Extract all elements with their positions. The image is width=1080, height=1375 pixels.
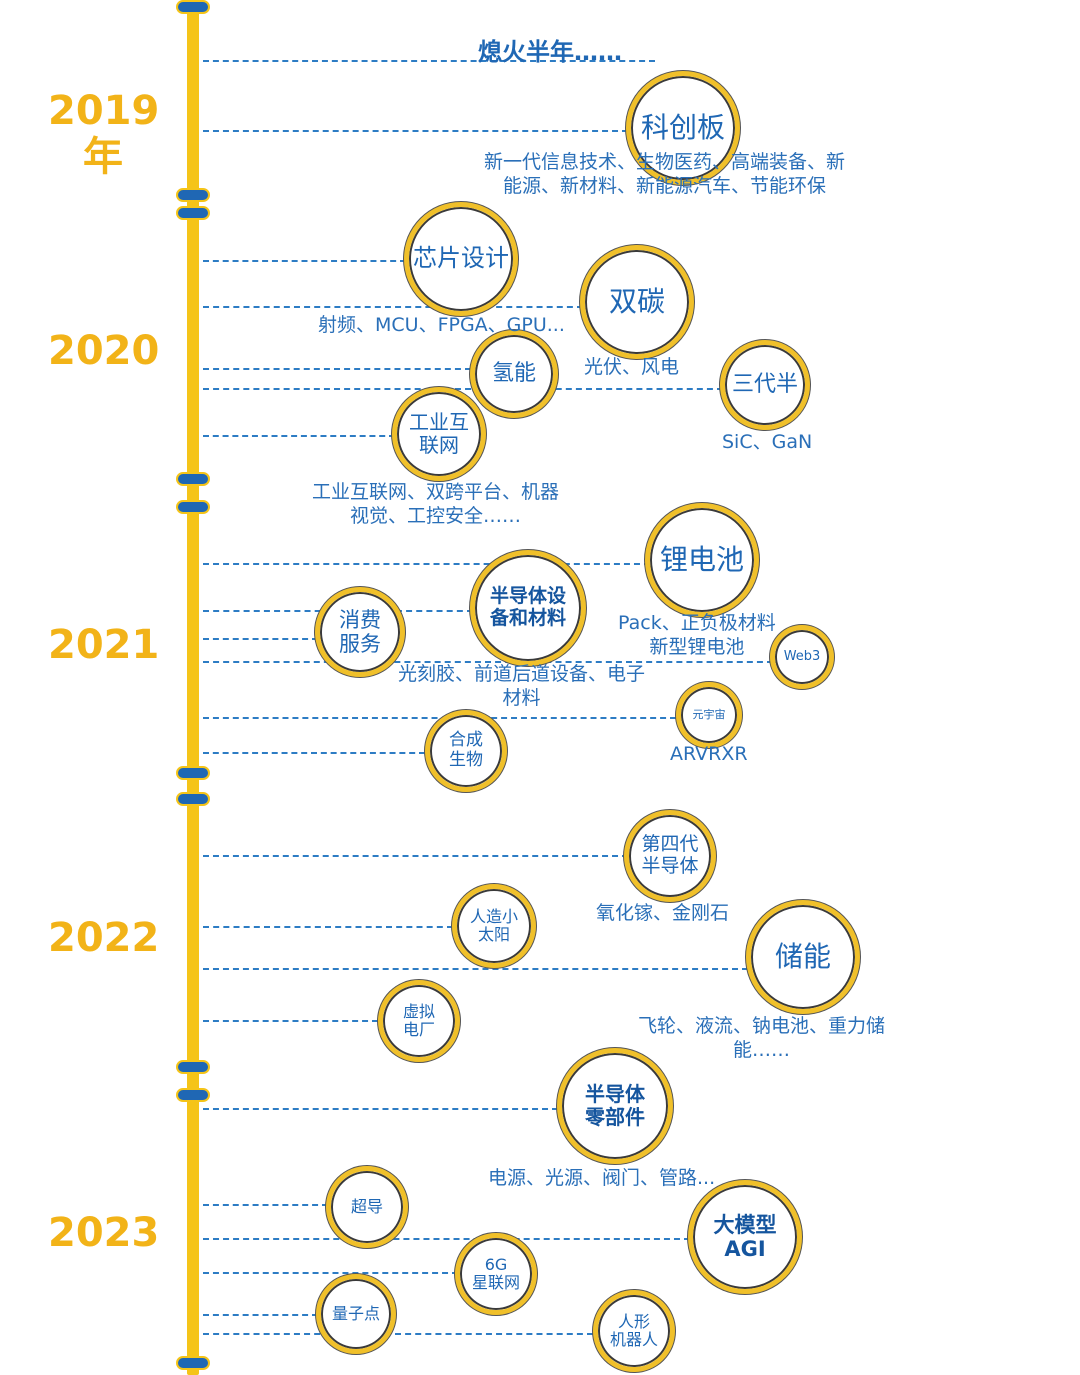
desc-semiconductor-components: 电源、光源、阀门、管路... bbox=[488, 1167, 716, 1189]
node-virtual-power-plant: 虚拟 电厂 bbox=[378, 980, 460, 1062]
timeline-joint bbox=[176, 206, 210, 220]
connector-line bbox=[203, 1204, 328, 1206]
node-kechuangban: 科创板 bbox=[626, 71, 740, 185]
connector-line bbox=[203, 1333, 593, 1335]
desc-chip-design: 射频、MCU、FPGA、GPU... bbox=[318, 314, 565, 336]
timeline-joint bbox=[176, 1356, 210, 1370]
connector-line bbox=[203, 638, 318, 640]
connector-line bbox=[203, 388, 723, 390]
timeline-spine bbox=[187, 0, 199, 1375]
connector-line bbox=[203, 435, 395, 437]
node-quantum-dot: 量子点 bbox=[316, 1274, 396, 1354]
year-label: 2019 年 bbox=[48, 88, 160, 180]
connector-line bbox=[203, 306, 583, 308]
node-semiconductor-equipment: 半导体设 备和材料 bbox=[470, 550, 586, 666]
timeline-joint bbox=[176, 792, 210, 806]
desc-semiconductor-equipment: 光刻胶、前道后道设备、电子 材料 bbox=[398, 663, 646, 709]
connector-line bbox=[203, 1020, 378, 1022]
connector-line bbox=[203, 260, 406, 262]
desc-kechuangban: 新一代信息技术、生物医药、高端装备、新 能源、新材料、新能源汽车、节能环保 bbox=[484, 151, 846, 197]
node-web3: Web3 bbox=[770, 625, 834, 689]
connector-line bbox=[203, 60, 655, 62]
node-synthetic-biology: 合成 生物 bbox=[425, 710, 507, 792]
node-humanoid-robot: 人形 机器人 bbox=[593, 1290, 675, 1372]
desc-fourth-gen-semiconductor: 氧化镓、金刚石 bbox=[596, 902, 730, 924]
diagram-title: 熄火半年…… bbox=[478, 38, 622, 66]
connector-line bbox=[203, 368, 471, 370]
year-label: 2020 bbox=[48, 328, 160, 374]
connector-line bbox=[203, 855, 628, 857]
node-third-gen-semiconductor: 三代半 bbox=[720, 340, 810, 430]
timeline-joint bbox=[176, 472, 210, 486]
timeline-joint bbox=[176, 0, 210, 14]
desc-third-gen-semiconductor: SiC、GaN bbox=[722, 431, 813, 453]
desc-energy-storage: 飞轮、液流、钠电池、重力储 能…… bbox=[638, 1015, 886, 1061]
connector-line bbox=[203, 563, 650, 565]
node-large-model-agi: 大模型 AGI bbox=[688, 1180, 802, 1294]
year-label: 2023 bbox=[48, 1210, 160, 1256]
desc-industrial-internet: 工业互联网、双跨平台、机器 视觉、工控安全…… bbox=[312, 481, 560, 527]
timeline-joint bbox=[176, 1060, 210, 1074]
connector-line bbox=[203, 130, 628, 132]
connector-line bbox=[203, 752, 425, 754]
node-hydrogen: 氢能 bbox=[470, 330, 558, 418]
timeline-joint bbox=[176, 1088, 210, 1102]
desc-dual-carbon: 光伏、风电 bbox=[584, 356, 680, 378]
connector-line bbox=[203, 968, 748, 970]
connector-line bbox=[203, 661, 773, 663]
node-metaverse: 元宇宙 bbox=[676, 682, 742, 748]
node-lithium-battery: 锂电池 bbox=[645, 503, 759, 617]
timeline-joint bbox=[176, 188, 210, 202]
connector-line bbox=[203, 926, 453, 928]
node-superconductor: 超导 bbox=[326, 1166, 408, 1248]
desc-metaverse: ARVRXR bbox=[670, 743, 748, 765]
node-artificial-sun: 人造小 太阳 bbox=[452, 884, 536, 968]
year-label: 2022 bbox=[48, 915, 160, 961]
connector-line bbox=[203, 1238, 690, 1240]
node-dual-carbon: 双碳 bbox=[580, 245, 694, 359]
node-energy-storage: 储能 bbox=[746, 900, 860, 1014]
node-semiconductor-components: 半导体 零部件 bbox=[557, 1048, 673, 1164]
node-consumer-services: 消费 服务 bbox=[315, 587, 405, 677]
connector-line bbox=[203, 1314, 318, 1316]
node-6g-satellite: 6G 星联网 bbox=[455, 1233, 537, 1315]
node-chip-design: 芯片设计 bbox=[404, 202, 518, 316]
year-label: 2021 bbox=[48, 622, 160, 668]
connector-line bbox=[203, 1108, 558, 1110]
connector-line bbox=[203, 1272, 458, 1274]
timeline-joint bbox=[176, 500, 210, 514]
node-fourth-gen-semiconductor: 第四代 半导体 bbox=[624, 810, 716, 902]
node-industrial-internet: 工业互 联网 bbox=[392, 387, 486, 481]
desc-lithium-battery: Pack、正负极材料 新型锂电池 bbox=[618, 612, 776, 658]
timeline-joint bbox=[176, 766, 210, 780]
